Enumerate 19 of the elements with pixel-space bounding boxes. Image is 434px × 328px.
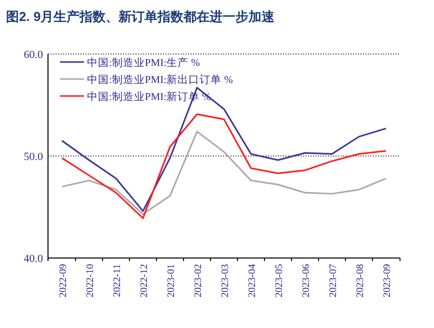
legend-label: 中国:制造业PMI:新出口订单 %: [87, 73, 234, 86]
x-tick-label: 2023-04: [247, 264, 258, 298]
y-tick-label: 40.0: [24, 253, 44, 265]
x-tick-label: 2022-11: [112, 264, 123, 297]
x-tick-label: 2023-01: [166, 264, 177, 298]
x-tick-label: 2023-03: [220, 264, 231, 298]
x-tick-label: 2022-10: [85, 264, 96, 298]
x-tick-label: 2023-02: [193, 264, 204, 298]
y-tick-label: 60.0: [24, 49, 44, 61]
x-tick-label: 2023-09: [382, 264, 393, 298]
x-tick-label: 2022-12: [139, 264, 150, 298]
y-tick-label: 50.0: [24, 151, 44, 163]
x-tick-label: 2023-05: [274, 264, 285, 298]
x-tick-label: 2023-06: [301, 264, 312, 298]
x-tick-label: 2022-09: [58, 264, 69, 298]
x-tick-label: 2023-08: [355, 264, 366, 298]
legend-label: 中国:制造业PMI:生产 %: [87, 56, 200, 69]
x-tick-label: 2023-07: [328, 264, 339, 298]
title: 图2. 9月生产指数、新订单指数都在进一步加速: [6, 9, 275, 24]
